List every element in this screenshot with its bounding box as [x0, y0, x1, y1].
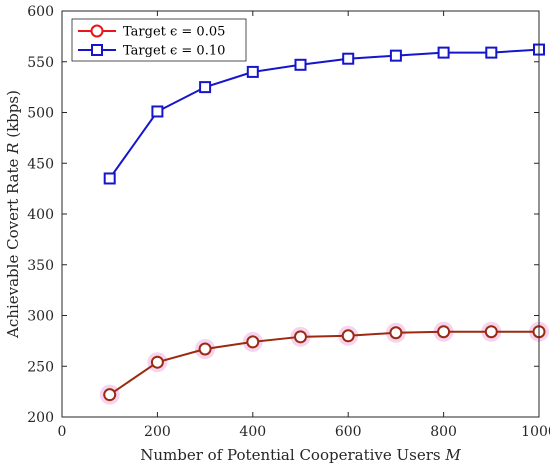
- data-point: [198, 342, 212, 356]
- legend-entry-2: Target ϵ = 0.10: [78, 44, 225, 59]
- data-point: [437, 325, 451, 339]
- y-tick-label: 200: [27, 410, 54, 426]
- y-tick-label: 450: [27, 156, 54, 172]
- data-point: [485, 46, 498, 59]
- data-point: [389, 49, 402, 62]
- series-line: [109, 330, 539, 396]
- y-tick-label: 500: [27, 106, 54, 122]
- data-point: [246, 335, 260, 349]
- data-point: [389, 326, 403, 340]
- legend-label: Target ϵ = 0.10: [123, 44, 225, 59]
- x-axis-label: Number of Potential Cooperative Users M: [140, 446, 461, 464]
- data-point: [150, 355, 164, 369]
- plot-frame: [61, 10, 540, 418]
- x-tick-label: 0: [58, 424, 67, 440]
- series-line: [108, 48, 540, 180]
- data-point: [103, 388, 117, 402]
- x-tick-label: 600: [335, 424, 362, 440]
- marks-layer: [99, 43, 549, 405]
- x-tick-label: 400: [239, 424, 266, 440]
- series-2: [103, 43, 545, 185]
- legend-label: Target ϵ = 0.05: [123, 25, 225, 40]
- data-point: [484, 325, 498, 339]
- x-tick-label: 1000: [521, 424, 550, 440]
- data-point: [151, 105, 164, 118]
- y-tick-label: 400: [27, 207, 54, 223]
- legend-marker: [90, 24, 104, 38]
- data-point: [246, 65, 259, 78]
- legend-entry-1: Target ϵ = 0.05: [78, 24, 225, 40]
- y-tick-label: 300: [27, 309, 54, 325]
- y-tick-label: 250: [27, 359, 54, 375]
- data-point: [199, 81, 212, 94]
- ticks-layer: 0200400600800100020025030035040045050055…: [27, 4, 550, 440]
- y-tick-label: 550: [27, 55, 54, 71]
- legend: Target ϵ = 0.05 Target ϵ = 0.10: [71, 18, 247, 62]
- y-axis-label: Achievable Covert Rate R (kbps): [4, 90, 22, 339]
- data-point: [294, 330, 307, 344]
- data-point: [294, 58, 307, 71]
- y-tick-label: 350: [27, 258, 54, 274]
- x-tick-label: 800: [430, 424, 457, 440]
- legend-items: Target ϵ = 0.05 Target ϵ = 0.10: [78, 24, 225, 59]
- legend-marker: [91, 44, 103, 56]
- series-1: [99, 321, 549, 405]
- data-point: [103, 172, 116, 185]
- data-point: [437, 46, 450, 59]
- data-point: [342, 52, 355, 65]
- y-tick-label: 600: [27, 4, 54, 20]
- x-tick-label: 200: [144, 424, 171, 440]
- data-point: [341, 329, 355, 343]
